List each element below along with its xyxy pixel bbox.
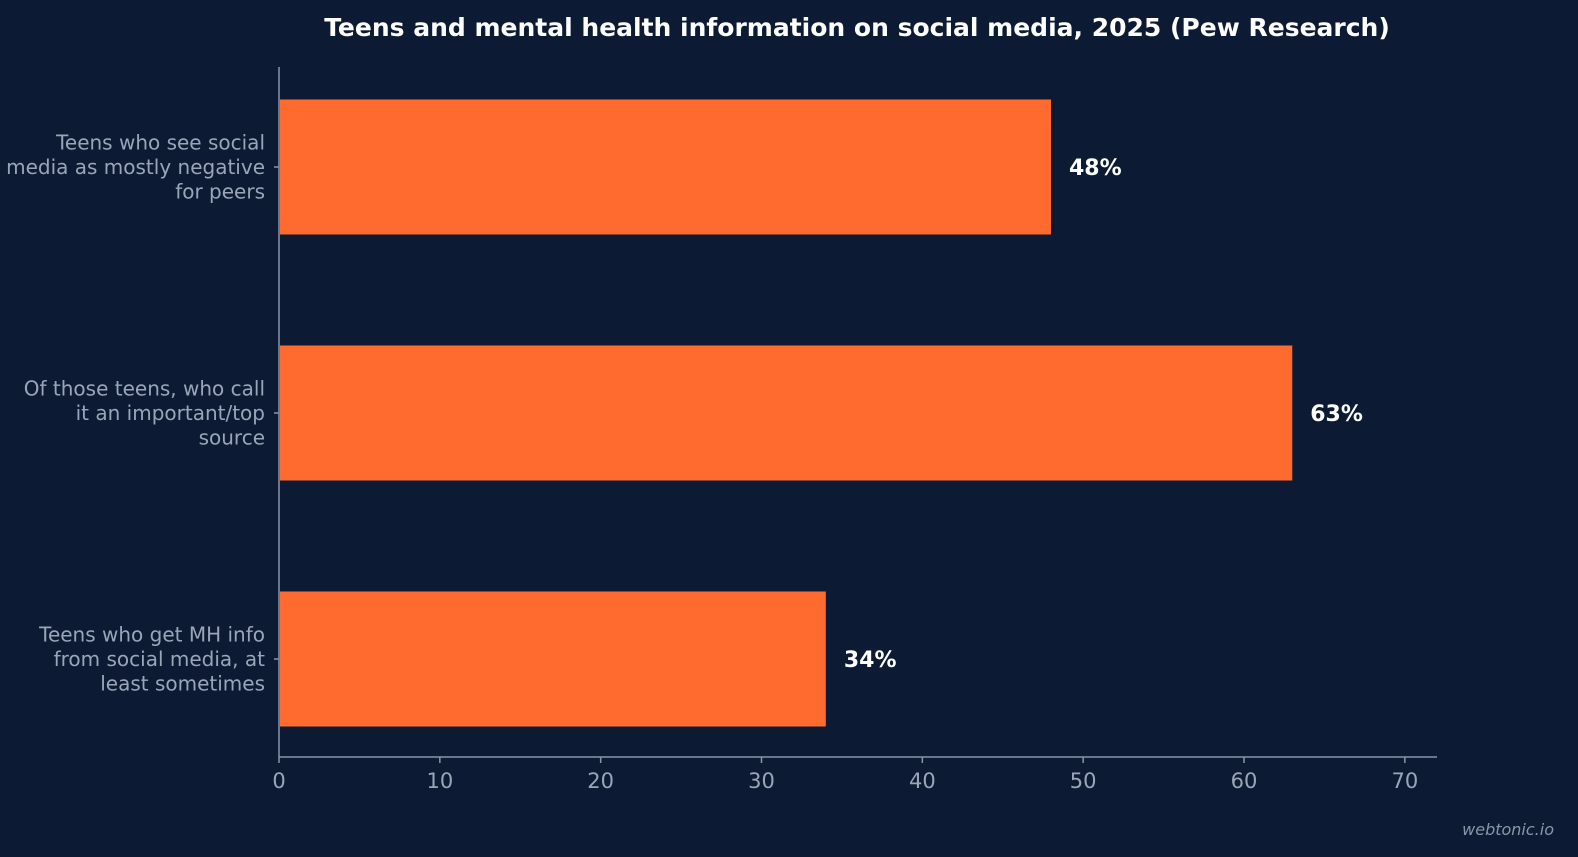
x-tick-label: 20 (587, 769, 614, 793)
x-ticks: 0 10 20 30 40 50 60 70 (272, 757, 1418, 793)
bar-value-label: 34% (844, 648, 897, 673)
bar-value-label: 48% (1069, 156, 1122, 181)
watermark: webtonic.io (1462, 820, 1554, 839)
x-tick-label: 40 (909, 769, 936, 793)
bar (280, 345, 1293, 481)
bars (280, 99, 1293, 727)
x-tick-label: 30 (748, 769, 775, 793)
bar (280, 591, 826, 727)
category-label: Of those teens, who call it an important/… (24, 377, 265, 450)
value-labels: 48% 63% 34% (844, 156, 1363, 673)
bar (280, 99, 1051, 235)
x-tick-label: 60 (1231, 769, 1258, 793)
bar-value-label: 63% (1310, 402, 1363, 427)
x-tick-label: 70 (1391, 769, 1418, 793)
x-tick-label: 50 (1070, 769, 1097, 793)
category-labels: Teens who see social media as mostly nega… (6, 131, 265, 696)
x-tick-label: 10 (426, 769, 453, 793)
category-label: Teens who get MH info from social media, … (38, 623, 265, 696)
x-tick-label: 0 (272, 769, 285, 793)
chart-title: Teens and mental health information on s… (324, 13, 1390, 42)
category-label: Teens who see social media as mostly nega… (6, 131, 265, 204)
